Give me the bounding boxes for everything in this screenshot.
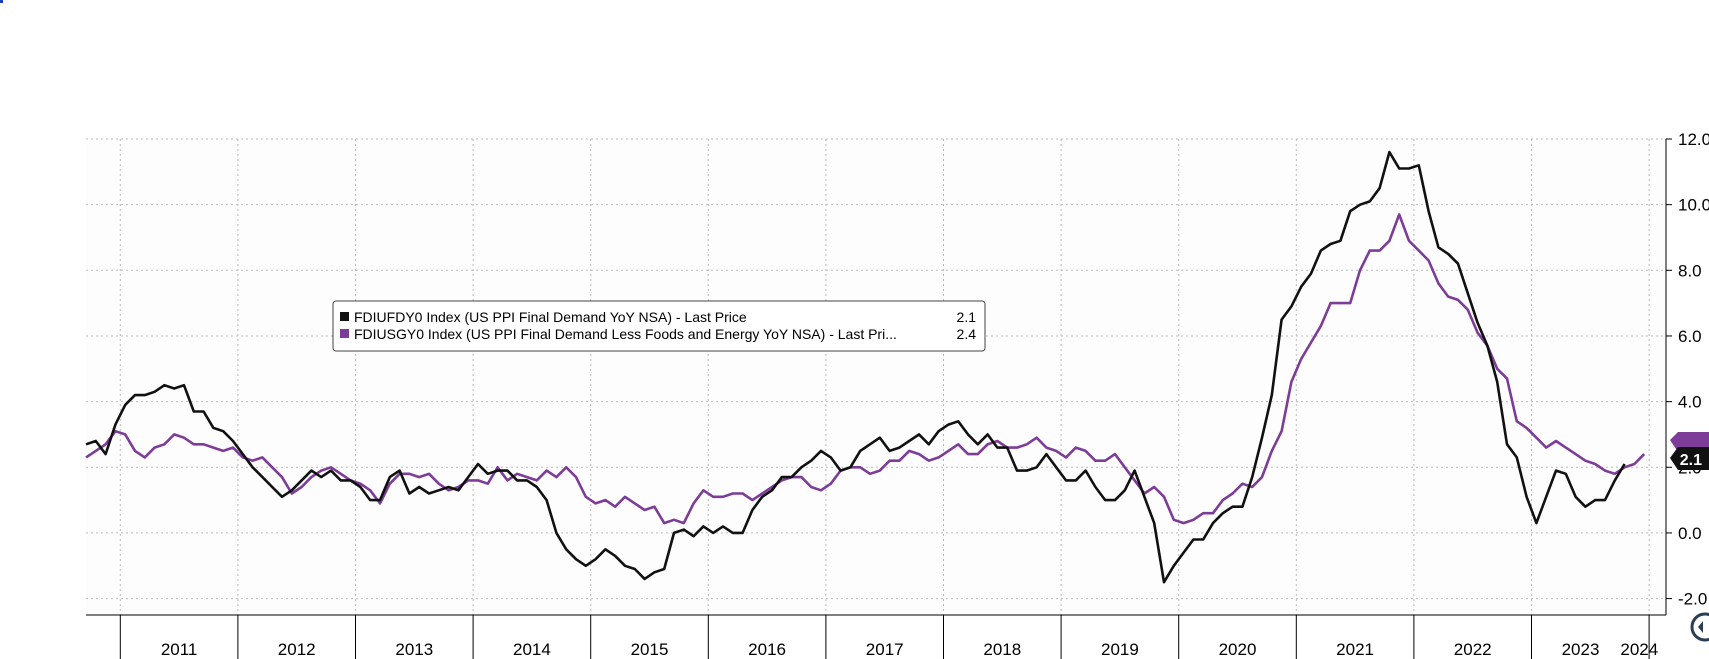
x-tick-label: 2021	[1336, 640, 1374, 659]
x-tick-label: 2019	[1101, 640, 1139, 659]
x-tick-label: 2022	[1454, 640, 1492, 659]
scroll-icon[interactable]	[1690, 612, 1709, 642]
legend-swatch-series-1	[340, 312, 349, 321]
legend-label-series-1: FDIUFDY0 Index (US PPI Final Demand YoY …	[354, 309, 747, 325]
x-tick-label: 2024	[1620, 640, 1658, 659]
x-tick-label: 2013	[395, 640, 433, 659]
last-value-markers: 2.1	[1670, 432, 1709, 470]
x-tick-label: 2020	[1219, 640, 1257, 659]
legend-value-series-1: 2.1	[957, 309, 977, 325]
plot-background	[86, 139, 1666, 615]
corner-marker	[0, 0, 3, 3]
y-tick-label: 10.0	[1678, 196, 1709, 215]
x-tick-label: 2023	[1562, 640, 1600, 659]
x-tick-label: 2016	[748, 640, 786, 659]
x-tick-label: 2014	[513, 640, 551, 659]
last-value-marker-series-1	[1670, 447, 1709, 470]
x-tick-label: 2011	[161, 640, 198, 659]
legend-value-series-2: 2.4	[957, 326, 977, 342]
x-tick-label: 2017	[866, 640, 904, 659]
x-tick-label: 2012	[278, 640, 316, 659]
x-tick-label: 2015	[631, 640, 669, 659]
plot-area	[86, 139, 1666, 615]
legend-label-series-2: FDIUSGY0 Index (US PPI Final Demand Less…	[354, 326, 897, 342]
series-line-2	[85, 213, 1646, 525]
y-tick-label: 6.0	[1678, 327, 1702, 346]
legend: FDIUFDY0 Index (US PPI Final Demand YoY …	[332, 300, 986, 352]
y-tick-label: 8.0	[1678, 261, 1702, 280]
grid-lines	[86, 138, 1666, 615]
y-tick-label: 0.0	[1678, 524, 1702, 543]
y-tick-label: 4.0	[1678, 393, 1702, 412]
series-line-1	[85, 150, 1626, 584]
legend-box	[332, 300, 986, 352]
legend-swatch-series-2	[340, 329, 349, 338]
series-lines	[85, 150, 1646, 584]
y-tick-label: 12.0	[1678, 130, 1709, 149]
x-tick-label: 2018	[983, 640, 1021, 659]
x-axis: 2011 2012 2013 2014 2015 2016 2017 2018 2019 2020…	[86, 614, 1666, 659]
last-value-label-series-1: 2.1	[1680, 452, 1702, 469]
y-tick-label: -2.0	[1678, 590, 1707, 609]
